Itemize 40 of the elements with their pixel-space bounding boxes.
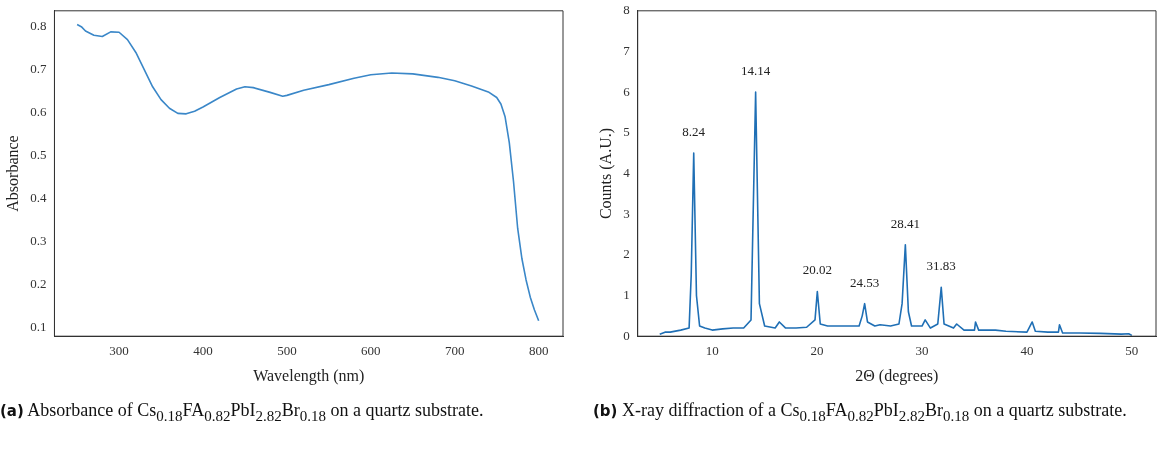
annotation: 8.24 [682,124,706,140]
x-tick-label: 50 [1125,343,1139,359]
x-tick-label: 20 [810,343,824,359]
y-tick-label: 0.4 [30,189,47,205]
text: (b) X-ray diffraction of a Cs$_{0.18}$FA$_{0.82}$PbI$_{2.82}$Br$_{0.18}$ on a quartz substrate. [593,400,1127,424]
y-tick-label: 0 [623,327,630,343]
x-axis-title: 2Θ (degrees) [855,366,939,385]
x-tick-label: 10 [705,343,719,359]
annotation: 24.53 [850,274,880,290]
x-tick-label: 400 [193,343,213,359]
y-tick-label: 0.7 [30,61,47,77]
x-tick-label: 300 [109,343,129,359]
x-tick-label: 700 [444,343,465,359]
text: (a) Absorbance of Cs$_{0.18}$FA$_{0.82}$PbI$_{2.82}$Br$_{0.18}$ on a quartz substrate. [0,400,484,424]
y-tick-label: 5 [623,124,630,140]
y-axis-title: Absorbance [3,135,21,212]
y-axis-title: Counts (A.U.) [596,127,615,220]
y-tick-label: 6 [623,83,631,99]
y-tick-label: 2 [623,246,630,262]
x-tick-label: 40 [1020,343,1034,359]
annotation: 28.41 [890,215,920,231]
y-tick-label: 7 [623,42,631,58]
y-tick-label: 0.3 [30,232,47,248]
y-tick-label: 4 [623,164,631,180]
y-tick-label: 1 [623,286,630,302]
y-tick-label: 0.2 [30,275,47,291]
y-tick-label: 0.5 [30,146,47,162]
annotation: 14.14 [741,63,771,79]
y-tick-label: 0.1 [30,318,47,334]
y-tick-label: 0.8 [30,18,47,34]
annotation: 31.83 [926,258,956,274]
x-tick-label: 600 [361,343,381,359]
x-tick-label: 800 [528,343,549,359]
y-tick-label: 3 [623,205,630,221]
x-axis-title: Wavelength (nm) [253,366,365,385]
x-tick-label: 30 [915,343,929,359]
x-tick-label: 500 [277,343,297,359]
y-tick-label: 0.6 [30,103,47,119]
annotation: 20.02 [802,262,832,278]
y-tick-label: 8 [623,2,630,18]
